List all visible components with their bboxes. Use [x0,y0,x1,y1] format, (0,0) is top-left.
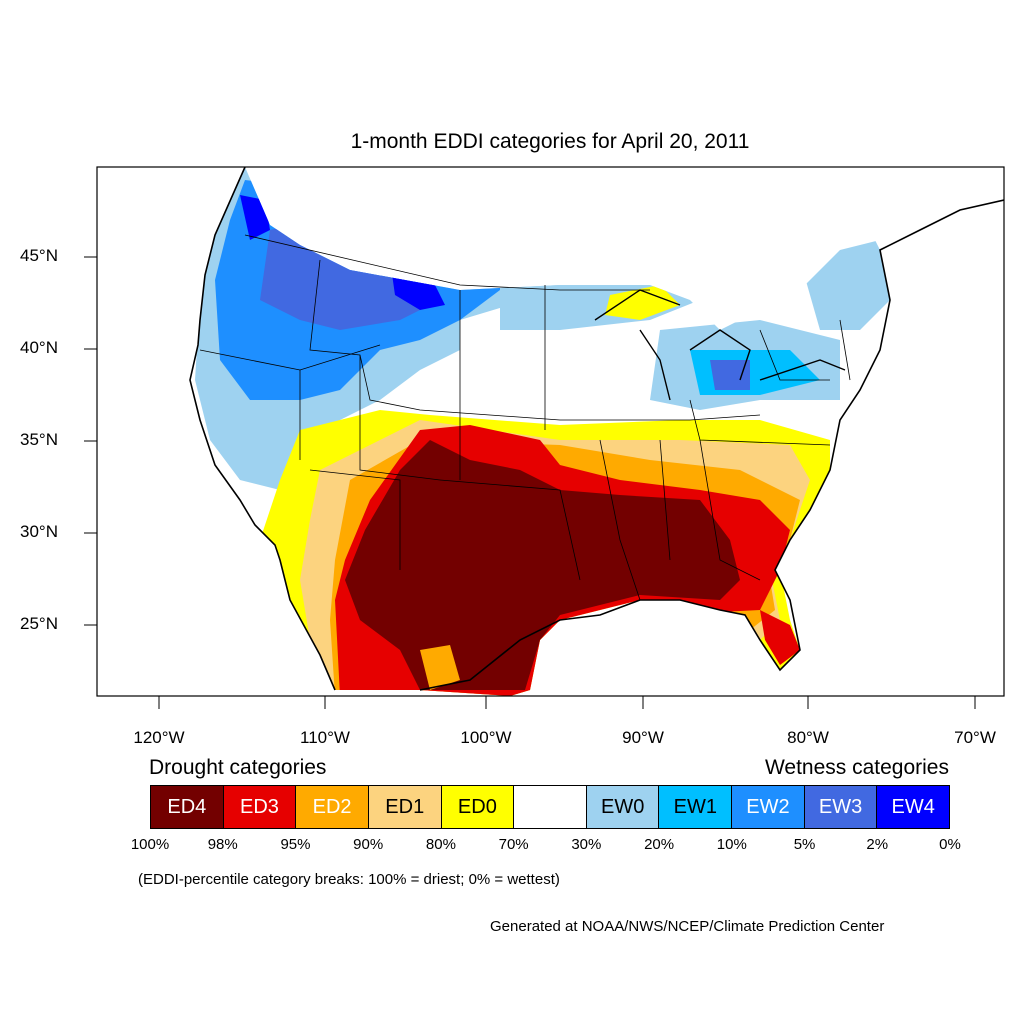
percentile-label: 80% [425,836,456,853]
percentile-label: 2% [866,836,889,853]
category-note: (EDDI-percentile category breaks: 100% =… [138,871,560,888]
lat-label-35: 35°N [20,430,58,449]
lat-label-40: 40°N [20,338,58,357]
lon-label-70: 70°W [954,728,996,747]
legend-cell-ew4: EW4 [877,786,950,828]
percentile-label: 30% [571,836,602,853]
legend-cell-ew3: EW3 [804,786,878,828]
ed0-region-ontario [730,225,780,275]
percentile-label: 95% [280,836,311,853]
percentile-label: 10% [716,836,747,853]
ew4-region-idaho [310,195,345,232]
legend-cell-ed1: ED1 [368,786,442,828]
lat-label-45: 45°N [20,246,58,265]
coastline [189,167,1004,691]
percentile-label: 20% [644,836,675,853]
boundary-lines [199,234,851,601]
percentile-label: 100% [130,836,170,853]
legend-cell-ed4: ED4 [151,786,224,828]
ew3-region-northwest [260,215,440,330]
map-title: 1-month EDDI categories for April 20, 20… [350,130,750,153]
map-frame [96,166,1005,697]
ew3-region-michigan [710,360,750,390]
lon-label-110: 110°W [300,728,350,747]
lat-label-30: 30°N [20,522,58,541]
lon-ticks [158,696,976,709]
category-fields [190,167,890,696]
legend-cell-ed3: ED3 [223,786,297,828]
lon-label-90: 90°W [622,728,664,747]
lon-label-100: 100°W [460,728,512,747]
percentile-label: 98% [207,836,238,853]
ed2-region-mexico [420,645,460,690]
lon-label-80: 80°W [787,728,829,747]
wetness-heading: Wetness categories [764,756,949,779]
legend-cell-ew2: EW2 [732,786,805,828]
legend-cell-ew0: EW0 [586,786,660,828]
legend-cell-ed0: ED0 [441,786,515,828]
lat-ticks [84,256,97,626]
lon-label-120: 120°W [133,728,185,747]
great-lakes-shoreline [594,289,846,401]
percentile-label: 90% [353,836,384,853]
percentile-label: 70% [498,836,529,853]
lat-label-25: 25°N [20,614,58,633]
ed0-region-upper-peninsula [605,285,680,320]
credit-line: Generated at NOAA/NWS/NCEP/Climate Predi… [490,918,885,935]
legend-cell-neutral [514,786,587,828]
legend-bar: ED4 ED3 ED2 ED1 ED0 EW0 EW1 EW2 EW3 EW4 [150,785,950,829]
percentile-label: 5% [793,836,816,853]
ed1-region-quebec [810,195,840,220]
legend-cell-ew1: EW1 [659,786,733,828]
drought-heading: Drought categories [149,756,327,779]
legend-cell-ed2: ED2 [296,786,369,828]
ed4-region-south [345,440,740,690]
percentile-label: 0% [939,836,961,853]
ed3-region-florida [760,610,800,665]
